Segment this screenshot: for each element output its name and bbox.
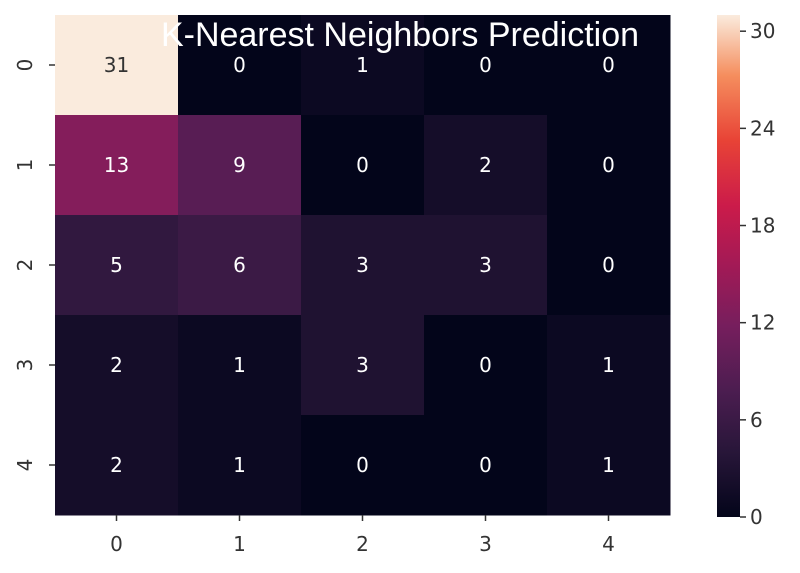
cell-value-label: 31 bbox=[104, 53, 129, 77]
colorbar-tick-label: 6 bbox=[750, 408, 763, 432]
y-tick-label: 0 bbox=[13, 59, 37, 72]
y-tick-label: 2 bbox=[13, 259, 37, 272]
cell-value-label: 0 bbox=[602, 253, 615, 277]
cell-value-label: 2 bbox=[110, 353, 123, 377]
cell-value-label: 9 bbox=[233, 153, 246, 177]
heatmap-cell-r4-c2 bbox=[301, 415, 425, 516]
cell-value-label: 0 bbox=[479, 53, 492, 77]
y-tick-label: 1 bbox=[13, 159, 37, 172]
cell-value-label: 1 bbox=[233, 453, 246, 477]
cell-value-label: 0 bbox=[356, 453, 369, 477]
heatmap-cell-r4-c0 bbox=[55, 415, 179, 516]
heatmap-cells bbox=[55, 15, 671, 516]
cell-value-label: 0 bbox=[479, 453, 492, 477]
cell-value-label: 3 bbox=[356, 353, 369, 377]
heatmap-cell-r1-c3 bbox=[424, 115, 548, 216]
cell-value-label: 0 bbox=[602, 53, 615, 77]
heatmap-cell-r2-c3 bbox=[424, 215, 548, 316]
x-axis: 0 1 2 3 4 bbox=[110, 515, 615, 556]
colorbar: 0 6 12 18 24 30 bbox=[717, 15, 775, 529]
heatmap-cell-r4-c4 bbox=[547, 415, 671, 516]
cell-value-label: 6 bbox=[233, 253, 246, 277]
y-tick-label: 4 bbox=[13, 459, 37, 472]
heatmap-cell-r2-c4 bbox=[547, 215, 671, 316]
cell-value-label: 0 bbox=[356, 153, 369, 177]
heatmap-cell-r0-c1 bbox=[178, 15, 302, 116]
heatmap-cell-r2-c1 bbox=[178, 215, 302, 316]
colorbar-gradient bbox=[717, 15, 740, 517]
cell-value-label: 1 bbox=[602, 453, 615, 477]
y-axis: 0 1 2 3 4 bbox=[13, 59, 55, 472]
cell-value-label: 1 bbox=[356, 53, 369, 77]
heatmap-cell-r4-c3 bbox=[424, 415, 548, 516]
colorbar-tick-label: 12 bbox=[750, 311, 775, 335]
heatmap-cell-r4-c1 bbox=[178, 415, 302, 516]
heatmap-cell-r3-c0 bbox=[55, 315, 179, 416]
cell-value-label: 13 bbox=[104, 153, 129, 177]
heatmap-cell-r0-c0 bbox=[55, 15, 179, 116]
heatmap-cell-r1-c0 bbox=[55, 115, 179, 216]
colorbar-tick-label: 24 bbox=[750, 116, 775, 140]
heatmap-cell-r2-c2 bbox=[301, 215, 425, 316]
cell-value-label: 2 bbox=[479, 153, 492, 177]
x-tick-label: 4 bbox=[602, 532, 615, 556]
heatmap-cell-r3-c3 bbox=[424, 315, 548, 416]
x-tick-label: 3 bbox=[479, 532, 492, 556]
x-tick-label: 1 bbox=[233, 532, 246, 556]
cell-value-label: 0 bbox=[602, 153, 615, 177]
colorbar-tick-label: 18 bbox=[750, 214, 775, 238]
heatmap-cell-r1-c2 bbox=[301, 115, 425, 216]
y-tick-label: 3 bbox=[13, 359, 37, 372]
chart-title: K-Nearest Neighbors Prediction bbox=[161, 16, 639, 54]
heatmap-cell-r1-c4 bbox=[547, 115, 671, 216]
heatmap-cell-r3-c2 bbox=[301, 315, 425, 416]
colorbar-tick-label: 0 bbox=[750, 505, 763, 529]
cell-value-label: 1 bbox=[602, 353, 615, 377]
x-tick-label: 0 bbox=[110, 532, 123, 556]
heatmap-cell-r0-c2 bbox=[301, 15, 425, 116]
cell-value-label: 0 bbox=[233, 53, 246, 77]
heatmap-cell-r1-c1 bbox=[178, 115, 302, 216]
x-tick-label: 2 bbox=[356, 532, 369, 556]
heatmap-cell-r3-c1 bbox=[178, 315, 302, 416]
cell-value-label: 3 bbox=[479, 253, 492, 277]
heatmap-cell-r0-c4 bbox=[547, 15, 671, 116]
heatmap-cell-labels: 31 0 1 0 013 9 0 2 05 6 3 3 02 1 3 0 12 1 0 0 1 bbox=[104, 53, 615, 477]
cell-value-label: 3 bbox=[356, 253, 369, 277]
cell-value-label: 0 bbox=[479, 353, 492, 377]
cell-value-label: 5 bbox=[110, 253, 123, 277]
colorbar-tick-label: 30 bbox=[750, 19, 775, 43]
heatmap-cell-r0-c3 bbox=[424, 15, 548, 116]
colorbar-ticks: 0 6 12 18 24 30 bbox=[740, 19, 775, 529]
cell-value-label: 1 bbox=[233, 353, 246, 377]
heatmap-cell-r3-c4 bbox=[547, 315, 671, 416]
cell-value-label: 2 bbox=[110, 453, 123, 477]
heatmap-cell-r2-c0 bbox=[55, 215, 179, 316]
